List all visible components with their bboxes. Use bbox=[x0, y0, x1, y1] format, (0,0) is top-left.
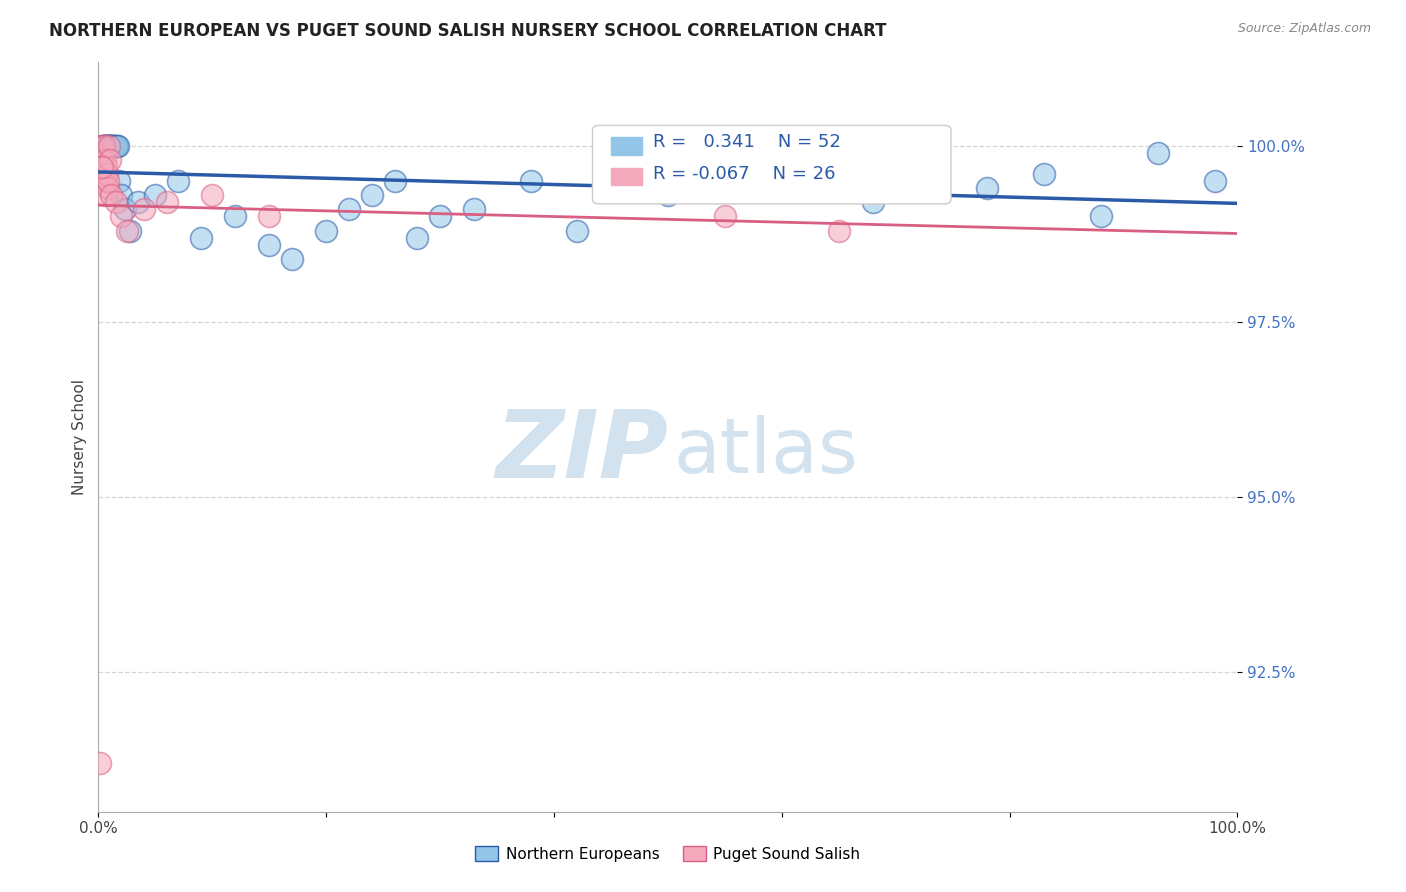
Point bbox=[907, 153, 929, 168]
Point bbox=[156, 195, 179, 210]
Point bbox=[93, 139, 115, 153]
Point bbox=[224, 210, 246, 224]
Point bbox=[360, 188, 382, 202]
Point bbox=[94, 174, 117, 188]
Point bbox=[337, 202, 360, 217]
Point bbox=[114, 202, 136, 217]
Point bbox=[793, 161, 815, 175]
Point bbox=[90, 139, 112, 153]
Point bbox=[120, 223, 142, 237]
Point bbox=[96, 188, 118, 202]
Point bbox=[281, 252, 304, 266]
Text: atlas: atlas bbox=[673, 415, 859, 489]
Point bbox=[103, 139, 125, 153]
Point bbox=[97, 139, 120, 153]
Point bbox=[1032, 168, 1054, 182]
Point bbox=[93, 153, 115, 168]
Point bbox=[97, 139, 120, 153]
Point bbox=[93, 139, 115, 153]
Point bbox=[828, 223, 851, 237]
Point bbox=[90, 139, 112, 153]
Point bbox=[115, 223, 138, 237]
Point bbox=[167, 174, 190, 188]
Point bbox=[259, 237, 281, 252]
Text: Source: ZipAtlas.com: Source: ZipAtlas.com bbox=[1237, 22, 1371, 36]
Point bbox=[100, 139, 122, 153]
Point bbox=[110, 188, 132, 202]
Point bbox=[107, 139, 129, 153]
Point bbox=[91, 139, 114, 153]
Point bbox=[976, 181, 998, 195]
Point bbox=[132, 202, 155, 217]
Point bbox=[96, 139, 118, 153]
Point bbox=[96, 168, 118, 182]
Point bbox=[93, 174, 115, 188]
Point bbox=[315, 223, 337, 237]
Text: R =   0.341    N = 52: R = 0.341 N = 52 bbox=[652, 134, 841, 152]
Y-axis label: Nursery School: Nursery School bbox=[72, 379, 87, 495]
Point bbox=[96, 181, 118, 195]
Point bbox=[110, 210, 132, 224]
Point bbox=[100, 139, 122, 153]
Point bbox=[89, 756, 111, 770]
Point bbox=[98, 139, 121, 153]
Point bbox=[127, 195, 149, 210]
Point bbox=[94, 139, 117, 153]
Point bbox=[101, 139, 124, 153]
Point bbox=[91, 139, 114, 153]
Point bbox=[100, 139, 122, 153]
Point bbox=[714, 210, 737, 224]
Point bbox=[93, 139, 115, 153]
Point bbox=[406, 230, 429, 244]
Point bbox=[104, 195, 127, 210]
Point bbox=[104, 139, 127, 153]
Text: R = -0.067    N = 26: R = -0.067 N = 26 bbox=[652, 166, 835, 184]
Point bbox=[714, 174, 737, 188]
Point bbox=[463, 202, 485, 217]
Point bbox=[97, 174, 120, 188]
Point bbox=[565, 223, 588, 237]
Point bbox=[105, 139, 128, 153]
Point bbox=[862, 195, 884, 210]
Point bbox=[96, 139, 118, 153]
Point bbox=[97, 139, 120, 153]
Point bbox=[100, 188, 122, 202]
Point bbox=[384, 174, 406, 188]
Legend: Northern Europeans, Puget Sound Salish: Northern Europeans, Puget Sound Salish bbox=[470, 839, 866, 868]
Point bbox=[429, 210, 451, 224]
Point bbox=[657, 188, 679, 202]
Point bbox=[145, 188, 167, 202]
Point bbox=[1146, 146, 1168, 161]
Point bbox=[108, 174, 131, 188]
Point bbox=[103, 139, 125, 153]
Point bbox=[90, 161, 112, 175]
Text: NORTHERN EUROPEAN VS PUGET SOUND SALISH NURSERY SCHOOL CORRELATION CHART: NORTHERN EUROPEAN VS PUGET SOUND SALISH … bbox=[49, 22, 887, 40]
Point bbox=[96, 139, 118, 153]
Text: ZIP: ZIP bbox=[495, 406, 668, 498]
Point bbox=[190, 230, 212, 244]
Point bbox=[1090, 210, 1112, 224]
Point bbox=[201, 188, 224, 202]
Point bbox=[98, 153, 121, 168]
Point bbox=[259, 210, 281, 224]
Point bbox=[94, 161, 117, 175]
Point bbox=[98, 139, 121, 153]
Point bbox=[94, 139, 117, 153]
Point bbox=[1204, 174, 1226, 188]
Point bbox=[91, 153, 114, 168]
Point bbox=[520, 174, 543, 188]
